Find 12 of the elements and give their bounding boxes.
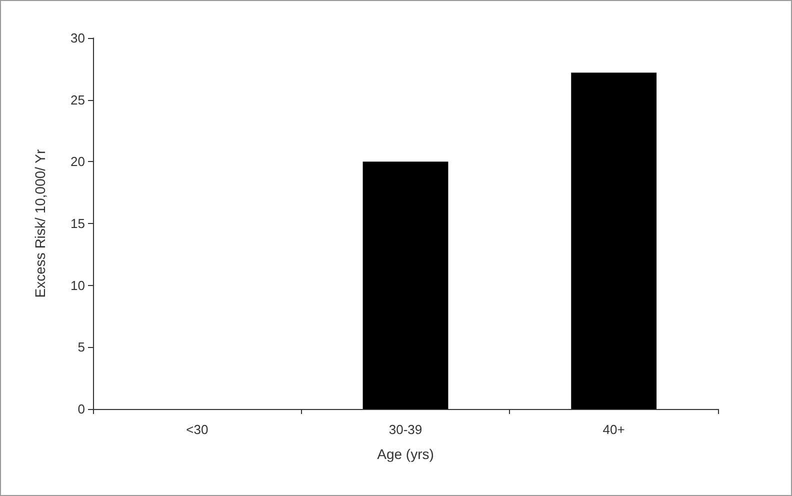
y-tick-label: 15 <box>70 216 85 231</box>
x-tick-label: 30-39 <box>388 422 422 437</box>
y-tick-label: 30 <box>70 30 85 46</box>
y-tick-label: 5 <box>78 340 85 355</box>
x-axis-title: Age (yrs) <box>377 446 434 462</box>
y-tick-label: 0 <box>78 402 85 416</box>
x-tick-label: <30 <box>186 422 208 437</box>
y-tick-label: 20 <box>70 154 85 170</box>
y-tick-label: 25 <box>70 92 85 108</box>
y-axis-title: Excess Risk/ 10,000/ Yr <box>32 148 48 298</box>
y-tick-label: 10 <box>70 278 85 293</box>
x-tick-label: 40+ <box>602 422 625 437</box>
